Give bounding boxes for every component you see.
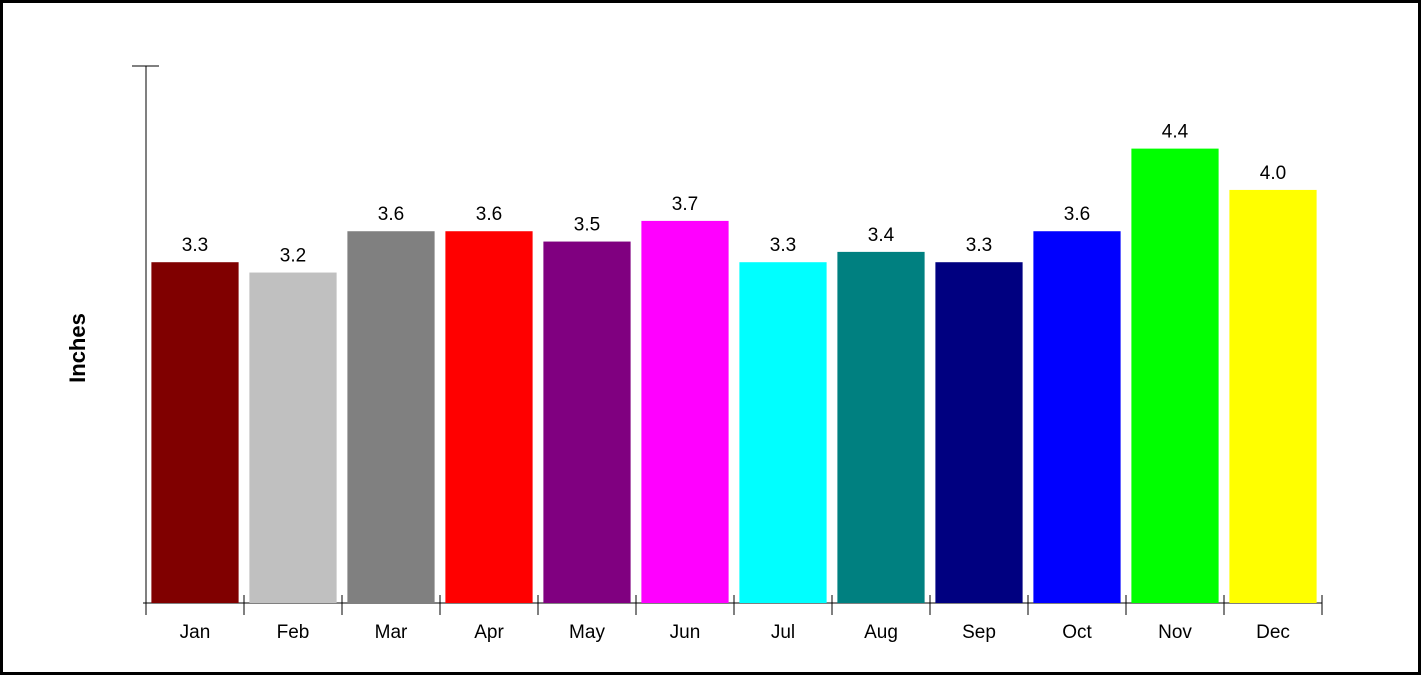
x-tick-label: May: [569, 622, 605, 643]
bar-mar: [347, 231, 435, 603]
bar-oct: [1033, 231, 1121, 603]
data-label: 4.0: [1260, 163, 1286, 184]
bar-aug: [837, 251, 925, 603]
x-tick-label: Sep: [962, 622, 996, 643]
bar-may: [543, 241, 631, 604]
x-tick-label: Jan: [180, 622, 211, 643]
x-tick-label: Jul: [771, 622, 795, 643]
x-tick-label: Jun: [670, 622, 701, 643]
bar-chart: 3.3 Jan 3.2 Feb 3.6 Mar 3.6 Apr 3.5 May 3.7 Jun 3.3 J…: [132, 65, 1323, 643]
data-label: 3.6: [378, 204, 404, 225]
bar-feb: [249, 272, 337, 603]
x-tick-label: Oct: [1062, 622, 1092, 643]
data-label: 3.7: [672, 194, 698, 215]
data-label: 3.3: [182, 235, 208, 256]
bar-sep: [935, 262, 1023, 603]
bar-jul: [739, 262, 827, 603]
x-tick-label: Nov: [1158, 622, 1192, 643]
bar-nov: [1131, 148, 1219, 603]
data-label: 3.4: [868, 225, 895, 246]
data-label: 3.5: [574, 215, 600, 236]
bar-apr: [445, 231, 533, 603]
data-label: 3.6: [476, 204, 502, 225]
x-tick-label: Feb: [277, 622, 310, 643]
data-label: 4.4: [1162, 122, 1189, 143]
data-label: 3.3: [770, 235, 796, 256]
data-label: 3.3: [966, 235, 992, 256]
x-tick-label: Aug: [864, 622, 898, 643]
bar-jun: [641, 220, 729, 603]
bar-dec: [1229, 189, 1317, 603]
x-tick-label: Mar: [375, 622, 408, 643]
bar-jan: [151, 262, 239, 603]
x-tick-label: Apr: [474, 622, 504, 643]
data-label: 3.2: [280, 246, 306, 267]
x-tick-label: Dec: [1256, 622, 1290, 643]
data-label: 3.6: [1064, 204, 1090, 225]
